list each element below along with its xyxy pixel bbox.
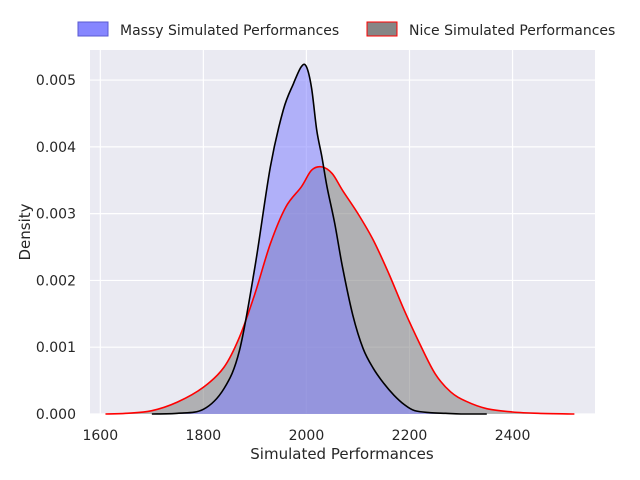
nice-density-line (105, 165, 575, 415)
legend-nice-swatch (366, 21, 398, 37)
density-curves (105, 63, 575, 415)
y-tick-label: 0.003 (36, 207, 76, 223)
legend: Massy Simulated Performances Nice Simulat… (77, 21, 615, 39)
massy-density-line (151, 63, 487, 415)
x-tick-label: 1600 (82, 428, 118, 444)
x-tick-label: 2000 (289, 428, 325, 444)
y-tick-label: 0.000 (36, 407, 76, 423)
x-axis-ticks: 1600 1800 2000 2200 2400 (82, 428, 530, 444)
x-tick-label: 2200 (392, 428, 428, 444)
legend-nice-label: Nice Simulated Performances (409, 23, 615, 39)
legend-massy-swatch (77, 21, 109, 37)
massy-density-fill (151, 64, 487, 414)
x-tick-label: 2400 (495, 428, 531, 444)
x-axis-label: Simulated Performances (250, 445, 434, 463)
x-tick-label: 1800 (186, 428, 222, 444)
y-tick-label: 0.001 (36, 340, 76, 356)
legend-massy-label: Massy Simulated Performances (120, 23, 339, 39)
y-tick-label: 0.005 (36, 73, 76, 89)
y-tick-label: 0.004 (36, 140, 76, 156)
y-tick-label: 0.002 (36, 273, 76, 289)
y-axis-ticks: 0.000 0.001 0.002 0.003 0.004 0.005 (36, 73, 76, 423)
y-axis-label: Density (16, 203, 34, 260)
